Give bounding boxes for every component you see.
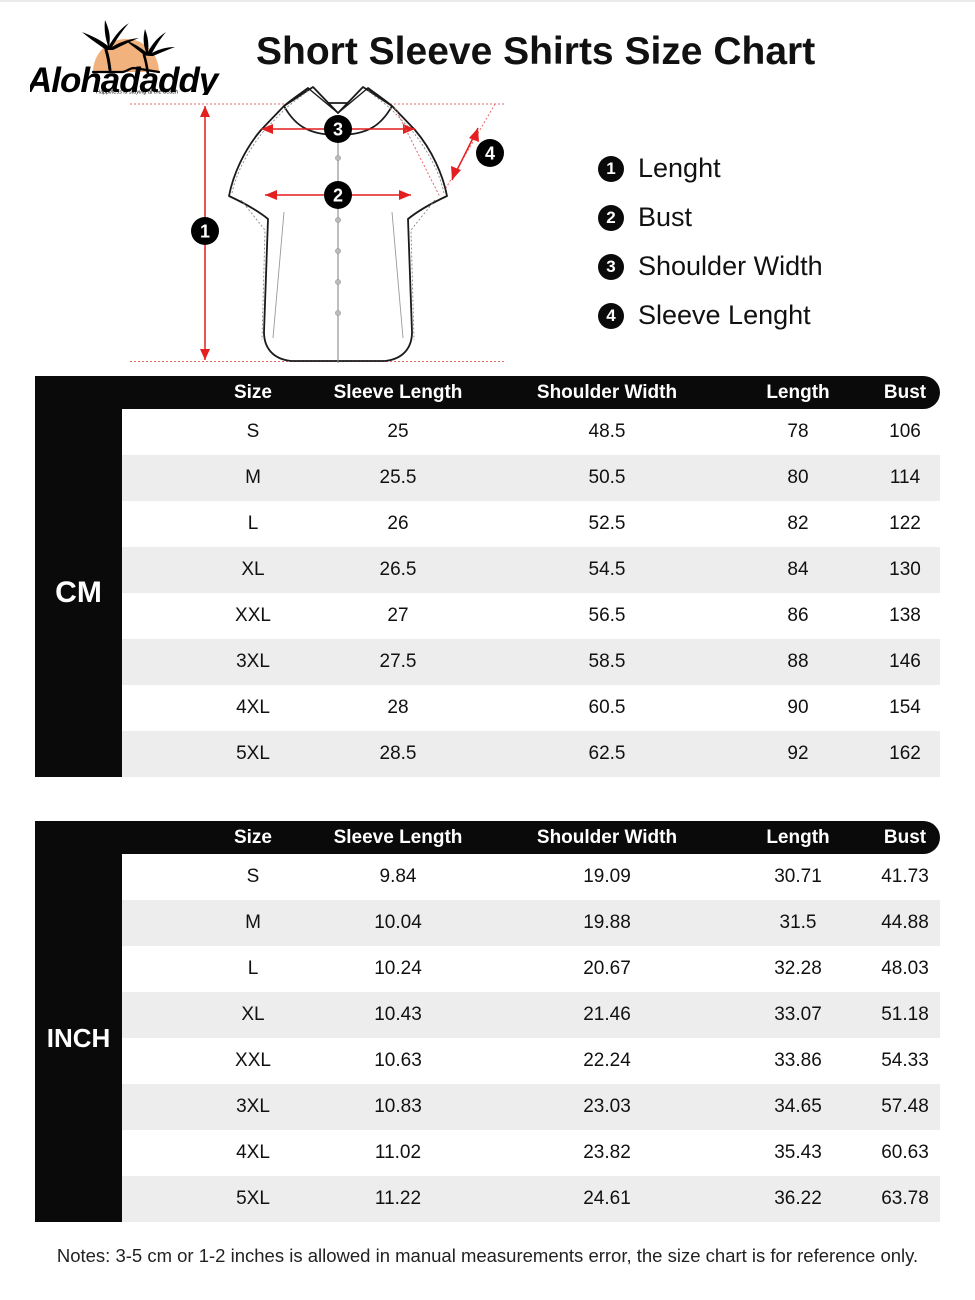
svg-text:3: 3 xyxy=(333,120,343,140)
svg-text:2: 2 xyxy=(333,186,343,206)
svg-text:1: 1 xyxy=(200,222,210,242)
svg-text:4: 4 xyxy=(485,144,495,164)
